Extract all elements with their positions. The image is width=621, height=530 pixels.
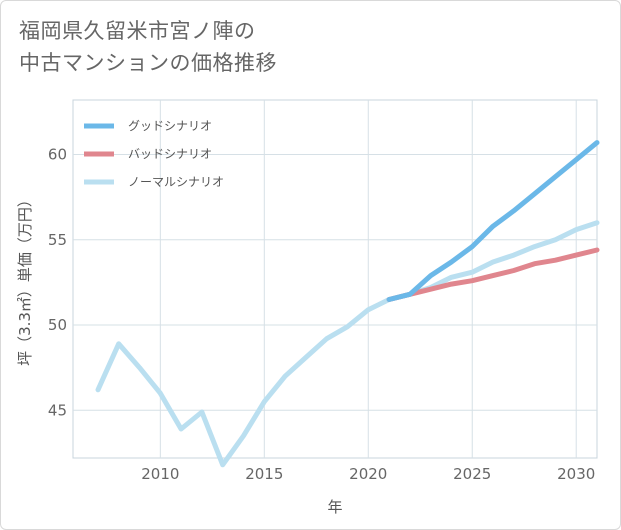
series-line-0 bbox=[386, 140, 600, 302]
y-tick-label: 50 bbox=[48, 316, 67, 334]
x-axis-label: 年 bbox=[327, 498, 342, 516]
x-tick-label: 2020 bbox=[349, 465, 387, 483]
legend-label-2: ノーマルシナリオ bbox=[128, 175, 224, 189]
chart-title-line-1: 福岡県久留米市宮ノ陣の bbox=[19, 19, 256, 43]
x-tick-label: 2010 bbox=[141, 465, 179, 483]
y-tick-label: 60 bbox=[48, 146, 67, 164]
series-line-2 bbox=[95, 220, 600, 468]
y-tick-label: 55 bbox=[48, 231, 67, 249]
x-tick-label: 2025 bbox=[453, 465, 491, 483]
x-tick-label: 2030 bbox=[557, 465, 595, 483]
series-line-1 bbox=[386, 247, 600, 302]
axes: 2010 2015 2020 2025 2030 45 50 55 60 bbox=[48, 146, 595, 483]
plot-area bbox=[72, 99, 598, 459]
series-group bbox=[95, 140, 600, 468]
x-tick-label: 2015 bbox=[245, 465, 283, 483]
chart-title-line-2: 中古マンションの価格推移 bbox=[19, 51, 277, 75]
chart-title: 福岡県久留米市宮ノ陣の 中古マンションの価格推移 bbox=[19, 15, 277, 79]
y-axis-label: 坪（3.3㎡）単価（万円） bbox=[16, 192, 34, 366]
legend-label-1: バッドシナリオ bbox=[128, 147, 212, 161]
legend-label-0: グッドシナリオ bbox=[128, 119, 212, 133]
y-tick-label: 45 bbox=[48, 401, 67, 419]
